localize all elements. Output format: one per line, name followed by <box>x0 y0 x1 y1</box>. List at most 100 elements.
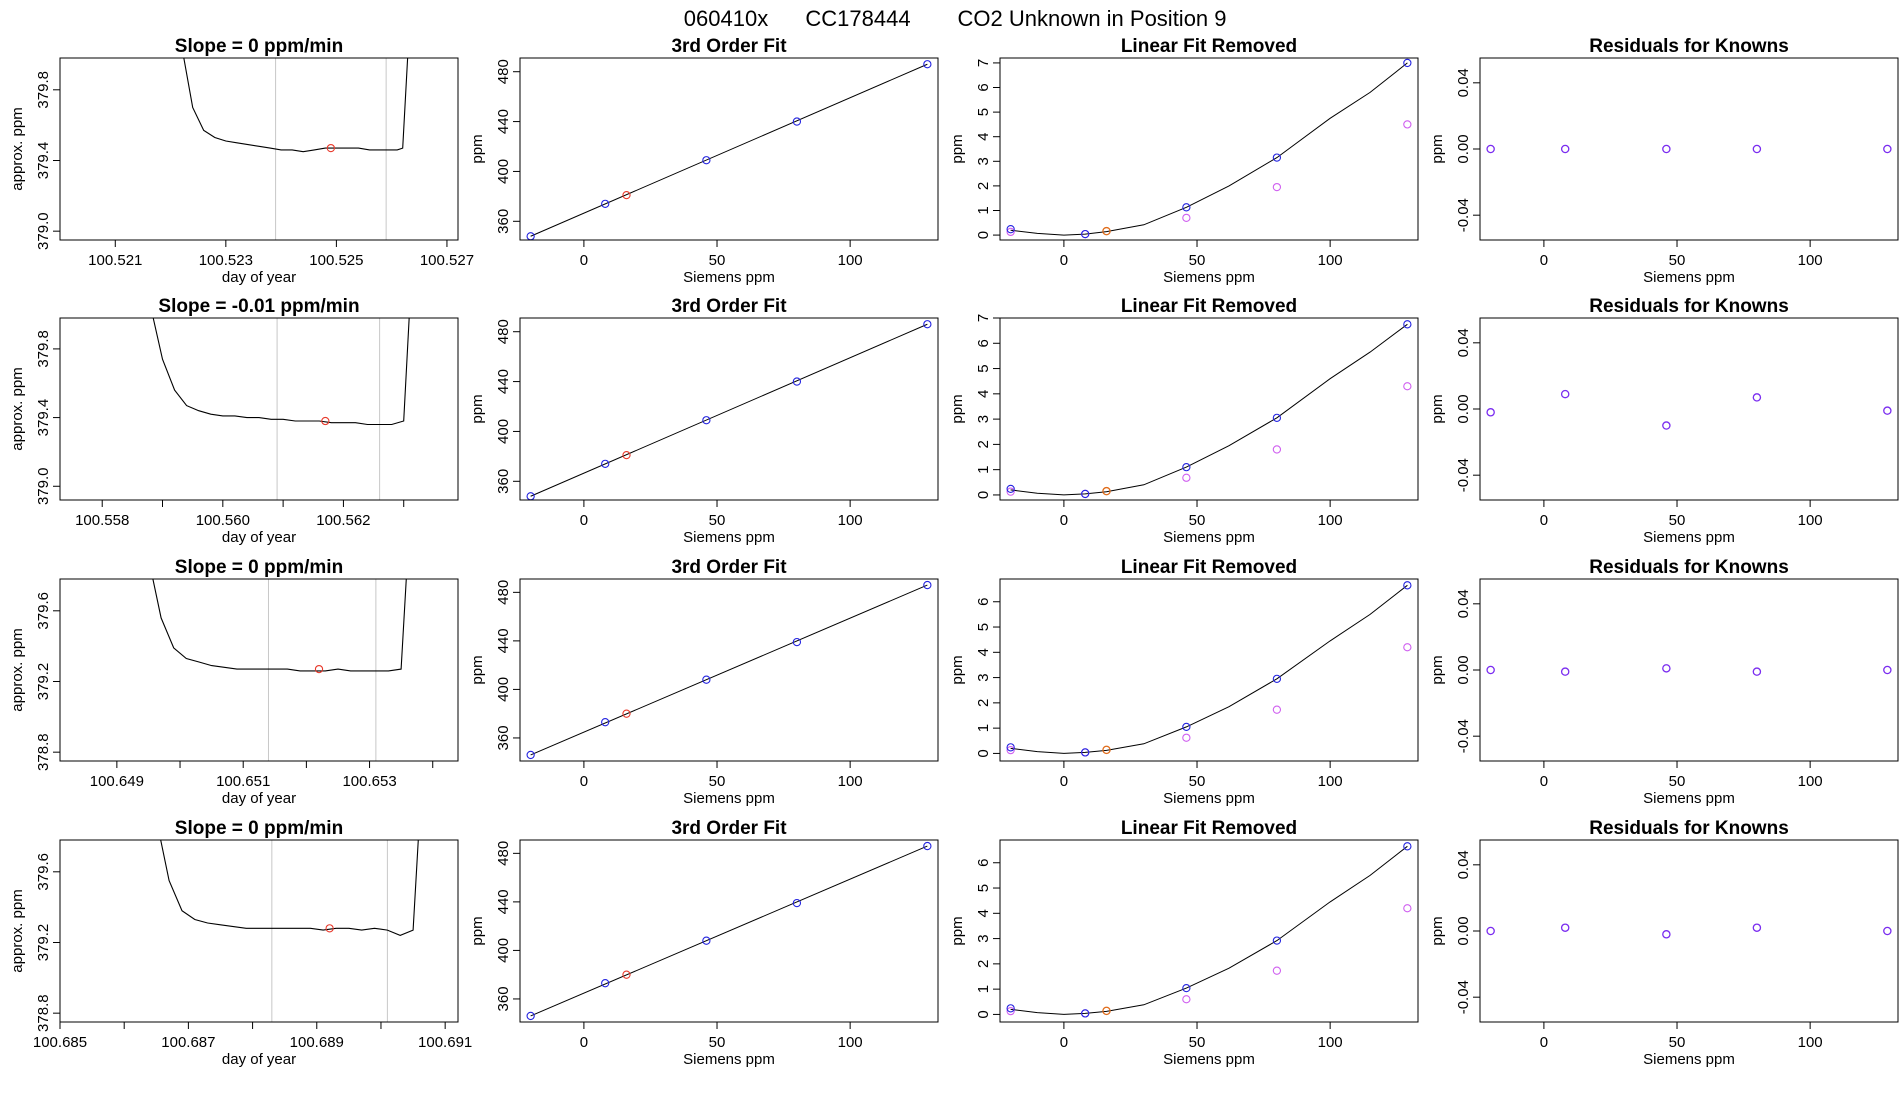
x-tick-label: 0 <box>1540 512 1548 529</box>
unknown-point <box>1102 745 1111 755</box>
x-tick-label: 100.651 <box>216 773 270 790</box>
y-tick-label: 4 <box>975 909 992 917</box>
linear-point <box>1272 445 1282 454</box>
y-axis-label: ppm <box>469 655 486 684</box>
known-point <box>601 718 610 727</box>
residual-point <box>1752 393 1762 402</box>
residual-point <box>1883 144 1892 154</box>
linear-point <box>1272 705 1282 714</box>
y-axis-label: ppm <box>949 394 966 423</box>
mean-marker <box>325 924 334 933</box>
panel-r2-fit: 3rd Order Fit 0 50 100 360 400 440 480 Siemens p… <box>469 296 939 546</box>
plot-frame <box>1479 317 1899 501</box>
y-tick-label: 440 <box>495 109 512 134</box>
residual-point <box>1560 389 1570 399</box>
x-tick-label: 100.560 <box>196 512 250 529</box>
residual-point <box>1486 144 1495 154</box>
plot-area <box>183 58 409 240</box>
x-tick-label: 0 <box>580 1034 588 1051</box>
y-tick-label: 4 <box>975 390 992 398</box>
y-tick-label: 3 <box>975 415 992 423</box>
linear-point <box>1272 966 1282 975</box>
x-tick-label: 100.649 <box>90 773 144 790</box>
unknown-point <box>622 190 631 200</box>
panel-title: Slope = 0 ppm/min <box>175 557 343 578</box>
fit-curve <box>1010 845 1408 1015</box>
y-tick-label: 4 <box>975 648 992 656</box>
plot-frame <box>1479 839 1899 1023</box>
known-point <box>1081 229 1090 239</box>
y-tick-label: 0.00 <box>1455 916 1472 945</box>
y-tick-label: 2 <box>975 440 992 448</box>
x-tick-label: 0 <box>1540 773 1548 790</box>
y-tick-label: 440 <box>495 889 512 914</box>
y-tick-label: 360 <box>495 469 512 494</box>
known-point <box>923 580 932 590</box>
linear-point <box>1182 733 1191 742</box>
panel-r4-residuals: Residuals for Knowns 0 50 100 -0.04 0.00 0.04 S… <box>1429 818 1899 1068</box>
y-axis-label: ppm <box>469 394 486 423</box>
x-tick-label: 100 <box>838 773 863 790</box>
fit-curve <box>1010 62 1408 236</box>
known-point <box>526 1011 535 1021</box>
x-tick-label: 100 <box>1318 512 1343 529</box>
y-tick-label: -0.04 <box>1455 198 1472 232</box>
known-point <box>1182 462 1191 472</box>
y-axis-label: ppm <box>1429 394 1446 423</box>
panel-r3-fit: 3rd Order Fit 0 50 100 360 400 440 480 Siemens p… <box>469 557 939 807</box>
known-point <box>792 637 802 647</box>
y-tick-label: 360 <box>495 725 512 750</box>
unknown-point <box>1102 226 1111 236</box>
y-axis-label: ppm <box>1429 655 1446 684</box>
known-point <box>1403 581 1412 590</box>
residual-point <box>1486 408 1495 417</box>
known-point <box>1403 842 1412 851</box>
y-tick-label: 379.2 <box>35 663 52 701</box>
known-point <box>526 750 535 760</box>
x-tick-label: 50 <box>709 252 726 269</box>
known-point <box>792 898 802 908</box>
plot-frame <box>519 317 939 501</box>
y-tick-label: 379.8 <box>35 71 52 109</box>
residual-point <box>1883 926 1892 936</box>
linear-point <box>1006 745 1015 755</box>
known-point <box>702 675 711 684</box>
x-tick-label: 0 <box>580 252 588 269</box>
y-axis-label: approx. ppm <box>9 107 26 190</box>
plot-area <box>1006 58 1412 239</box>
y-tick-label: 1 <box>975 206 992 214</box>
known-point <box>1272 413 1282 422</box>
known-point <box>792 377 802 386</box>
linear-point <box>1403 382 1412 391</box>
x-axis-label: day of year <box>222 790 296 807</box>
known-point <box>1272 936 1282 945</box>
x-tick-label: 100 <box>838 252 863 269</box>
y-tick-label: 379.6 <box>35 853 52 891</box>
unknown-point <box>1102 486 1111 496</box>
panel-r3-trace: Slope = 0 ppm/min 100.649 100.651 100.653 37… <box>9 557 459 807</box>
y-tick-label: 379.8 <box>35 330 52 368</box>
mean-marker <box>314 664 324 674</box>
linear-point <box>1006 227 1015 237</box>
panel-r1-residuals: Residuals for Knowns 0 50 100 -0.04 0.00 0.04 S… <box>1429 36 1899 286</box>
y-tick-label: 4 <box>975 133 992 141</box>
unknown-point <box>622 709 631 718</box>
plot-frame <box>59 57 459 241</box>
x-axis-label: Siemens ppm <box>1643 1051 1735 1068</box>
plot-frame <box>519 57 939 241</box>
panel-title: Linear Fit Removed <box>1121 36 1297 57</box>
y-axis-label: ppm <box>949 134 966 163</box>
y-tick-label: 379.4 <box>35 399 52 437</box>
y-tick-label: 5 <box>975 623 992 631</box>
linear-point <box>1403 643 1412 652</box>
panel-title: Slope = 0 ppm/min <box>175 36 343 57</box>
panel-title: 3rd Order Fit <box>671 296 787 317</box>
panel-title: Residuals for Knowns <box>1589 557 1789 578</box>
y-axis-label: ppm <box>469 134 486 163</box>
residual-point <box>1752 923 1762 932</box>
x-axis-label: Siemens ppm <box>1163 529 1255 546</box>
y-tick-label: 379.2 <box>35 924 52 962</box>
x-tick-label: 100 <box>1798 773 1823 790</box>
fit-line <box>530 584 928 756</box>
residual-point <box>1560 144 1570 154</box>
